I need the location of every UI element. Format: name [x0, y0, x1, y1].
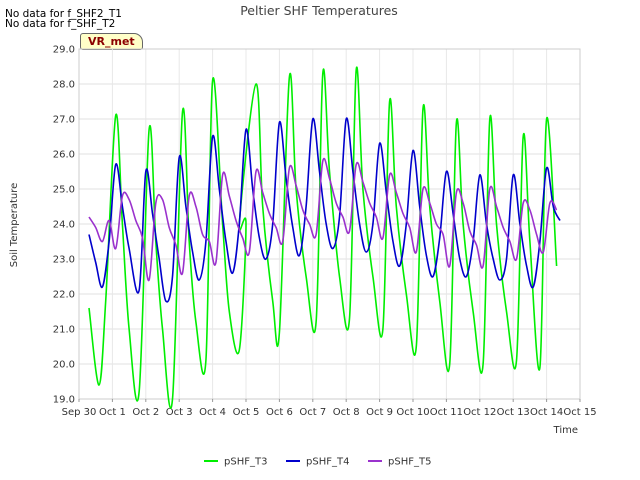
no-data-note-1: No data for f_SHF2_T1 [5, 8, 122, 20]
y-tick-label: 23.0 [53, 255, 75, 266]
y-tick-label: 21.0 [53, 325, 75, 336]
y-tick-label: 19.0 [53, 395, 75, 406]
y-tick-label: 27.0 [53, 115, 75, 126]
x-tick-label: Oct 4 [199, 407, 226, 418]
x-tick-label: Oct 2 [132, 407, 159, 418]
x-tick-label: Oct 13 [497, 407, 530, 418]
y-tick-label: 25.0 [53, 185, 75, 196]
x-tick-label: Sep 30 [62, 407, 97, 418]
x-tick-label: Oct 9 [366, 407, 393, 418]
x-tick-label: Oct 5 [233, 407, 260, 418]
y-tick-label: 24.0 [53, 220, 75, 231]
x-tick-label: Oct 14 [530, 407, 563, 418]
no-data-note-2: No data for f_SHF_T2 [5, 18, 116, 30]
chart-title: Peltier SHF Temperatures [240, 3, 398, 18]
x-tick-label: Oct 6 [266, 407, 293, 418]
legend-label: pSHF_T4 [306, 457, 349, 468]
grid-band [79, 84, 580, 119]
y-tick-label: 28.0 [53, 80, 75, 91]
x-tick-label: Oct 12 [463, 407, 496, 418]
y-tick-label: 22.0 [53, 290, 75, 301]
series-line-pshf_t5 [88, 157, 558, 282]
x-tick-label: Oct 15 [563, 407, 596, 418]
x-tick-label: Oct 7 [299, 407, 326, 418]
y-axis-label: Soil Temperature [9, 183, 20, 268]
series-line-pshf_t4 [88, 117, 561, 303]
x-tick-label: Oct 8 [333, 407, 360, 418]
y-tick-label: 20.0 [53, 360, 75, 371]
x-tick-label: Oct 3 [166, 407, 193, 418]
x-tick-label: Oct 11 [430, 407, 463, 418]
legend: pSHF_T3 pSHF_T4 pSHF_T5 [204, 457, 431, 468]
y-tick-label: 29.0 [53, 45, 75, 56]
x-tick-label: Oct 1 [99, 407, 126, 418]
y-tick-label: 26.0 [53, 150, 75, 161]
x-axis-label: Time [553, 425, 578, 436]
series-line-pshf_t3 [88, 66, 558, 410]
legend-label: pSHF_T5 [388, 457, 431, 468]
grid-band [79, 364, 580, 399]
legend-label: pSHF_T3 [224, 457, 267, 468]
plot-frame [78, 48, 581, 400]
x-tick-label: Oct 10 [396, 407, 429, 418]
